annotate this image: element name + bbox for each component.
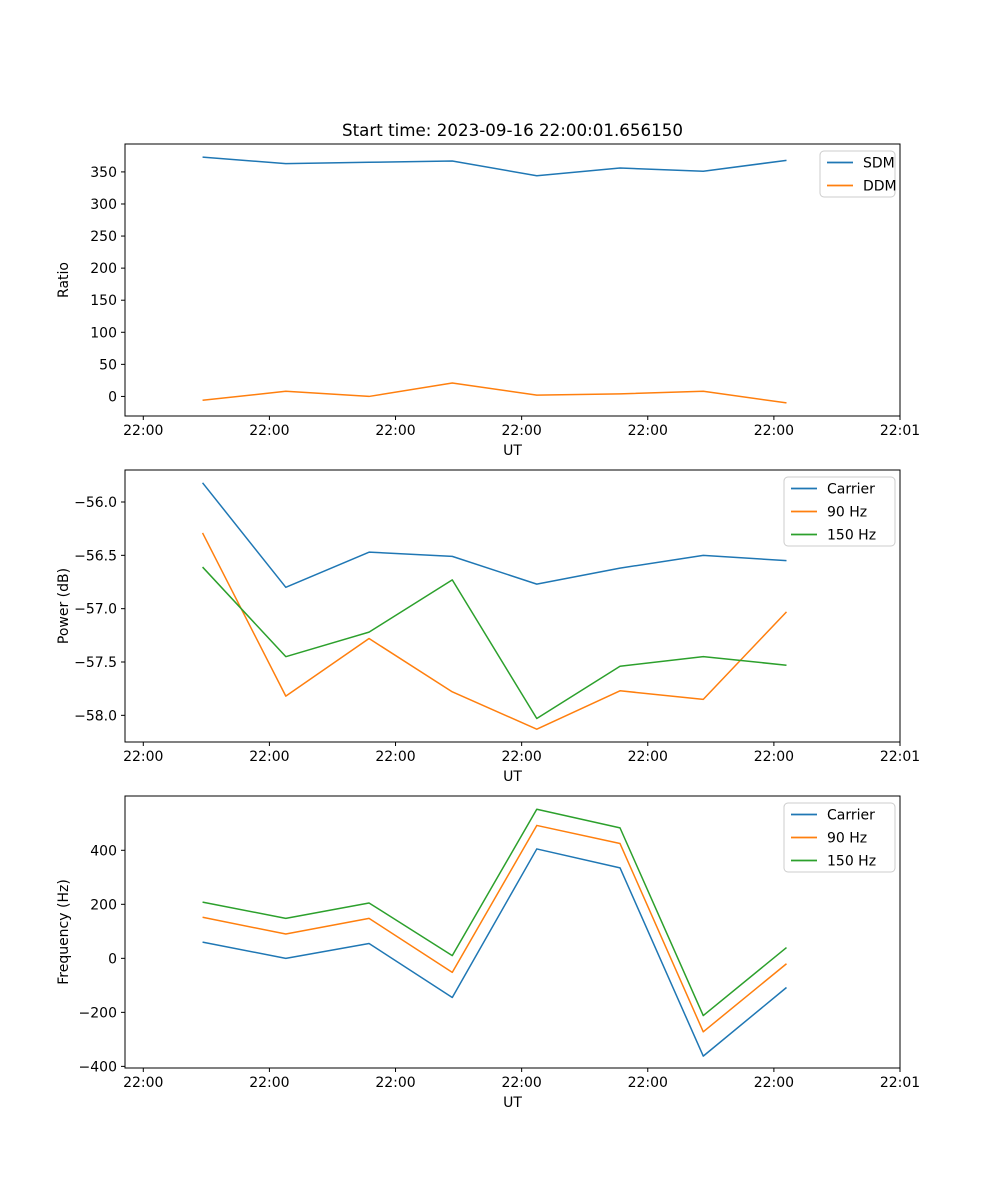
- power-series-150-Hz-line: [202, 566, 787, 720]
- frequency-axes-frame: [124, 795, 901, 1069]
- ratio-series-SDM-line: [202, 156, 787, 177]
- legend-label: 90 Hz: [827, 505, 867, 521]
- x-axis-label: UT: [503, 1095, 522, 1111]
- legend-label: Carrier: [827, 482, 875, 498]
- x-tick-label: 22:00: [628, 423, 668, 439]
- y-tick-label: 250: [90, 229, 117, 245]
- frequency-series-150-Hz-line: [202, 808, 787, 1017]
- x-tick-label: 22:00: [249, 749, 289, 765]
- x-tick-label: 22:00: [754, 749, 794, 765]
- y-tick-label: 100: [90, 325, 117, 341]
- x-tick-label: 22:00: [375, 1075, 415, 1091]
- y-tick-label: 200: [90, 897, 117, 913]
- frequency-series-90-Hz-line: [202, 824, 787, 1033]
- y-tick-label: 50: [99, 357, 117, 373]
- y-tick-label: −57.5: [74, 655, 117, 671]
- y-tick-label: 300: [90, 197, 117, 213]
- legend-label: Carrier: [827, 808, 875, 824]
- frequency-chart: 22:00 22:00 22:00 22:00 22:00 22:00 22:01 −400 −…: [56, 795, 920, 1111]
- legend-label: SDM: [863, 156, 895, 172]
- power-series-90-Hz-line: [201, 532, 788, 730]
- x-tick-label: 22:00: [123, 749, 163, 765]
- y-tick-label: −56.5: [74, 548, 117, 564]
- power-legend-box: [783, 476, 896, 547]
- y-tick-label: 0: [108, 951, 117, 967]
- frequency-legend-box: [783, 802, 896, 873]
- x-tick-label: 22:00: [628, 1075, 668, 1091]
- power-series-Carrier-line: [201, 482, 787, 589]
- x-tick-label: 22:00: [123, 1075, 163, 1091]
- x-tick-label: 22:00: [123, 423, 163, 439]
- x-tick-label: 22:00: [501, 1075, 541, 1091]
- y-tick-label: 200: [90, 261, 117, 277]
- y-axis-label: Frequency (Hz): [56, 879, 72, 985]
- x-tick-label: 22:00: [754, 423, 794, 439]
- ratio-series-DDM-line: [202, 382, 787, 404]
- power-chart: 22:00 22:00 22:00 22:00 22:00 22:00 22:01 −58.0…: [56, 469, 920, 785]
- y-tick-label: 400: [90, 843, 117, 859]
- ratio-chart: 22:00 22:00 22:00 22:00 22:00 22:00 22:01 0 50 10…: [56, 143, 920, 459]
- x-tick-label: 22:00: [249, 423, 289, 439]
- figure-title: Start time: 2023-09-16 22:00:01.656150: [342, 120, 683, 140]
- y-tick-label: −57.0: [74, 602, 117, 618]
- legend-label: 150 Hz: [827, 528, 876, 544]
- y-tick-label: −200: [79, 1005, 117, 1021]
- x-tick-label: 22:00: [754, 1075, 794, 1091]
- x-axis-label: UT: [503, 769, 522, 785]
- legend-label: 90 Hz: [827, 831, 867, 847]
- y-tick-label: −56.0: [74, 495, 117, 511]
- x-tick-label: 22:00: [375, 423, 415, 439]
- x-tick-label: 22:01: [880, 1075, 920, 1091]
- power-axes-frame: [124, 469, 901, 743]
- frequency-series-Carrier-line: [202, 848, 787, 1057]
- x-tick-label: 22:00: [501, 423, 541, 439]
- legend-label: 150 Hz: [827, 854, 876, 870]
- ratio-axes-frame: [124, 143, 901, 417]
- legend-label: DDM: [863, 179, 897, 195]
- x-tick-label: 22:01: [880, 423, 920, 439]
- x-axis-label: UT: [503, 443, 522, 459]
- y-tick-label: −400: [79, 1059, 117, 1075]
- x-tick-label: 22:00: [375, 749, 415, 765]
- y-tick-label: 350: [90, 165, 117, 181]
- ratio-legend: SDM DDM: [819, 150, 897, 198]
- x-tick-label: 22:00: [628, 749, 668, 765]
- frequency-legend: Carrier 90 Hz 150 Hz: [783, 802, 896, 873]
- y-axis-label: Power (dB): [56, 568, 72, 644]
- x-tick-label: 22:01: [880, 749, 920, 765]
- y-axis-label: Ratio: [56, 262, 72, 298]
- x-tick-label: 22:00: [249, 1075, 289, 1091]
- y-tick-label: −58.0: [74, 708, 117, 724]
- x-tick-label: 22:00: [501, 749, 541, 765]
- y-tick-label: 150: [90, 293, 117, 309]
- power-legend: Carrier 90 Hz 150 Hz: [783, 476, 896, 547]
- y-tick-label: 0: [108, 389, 117, 405]
